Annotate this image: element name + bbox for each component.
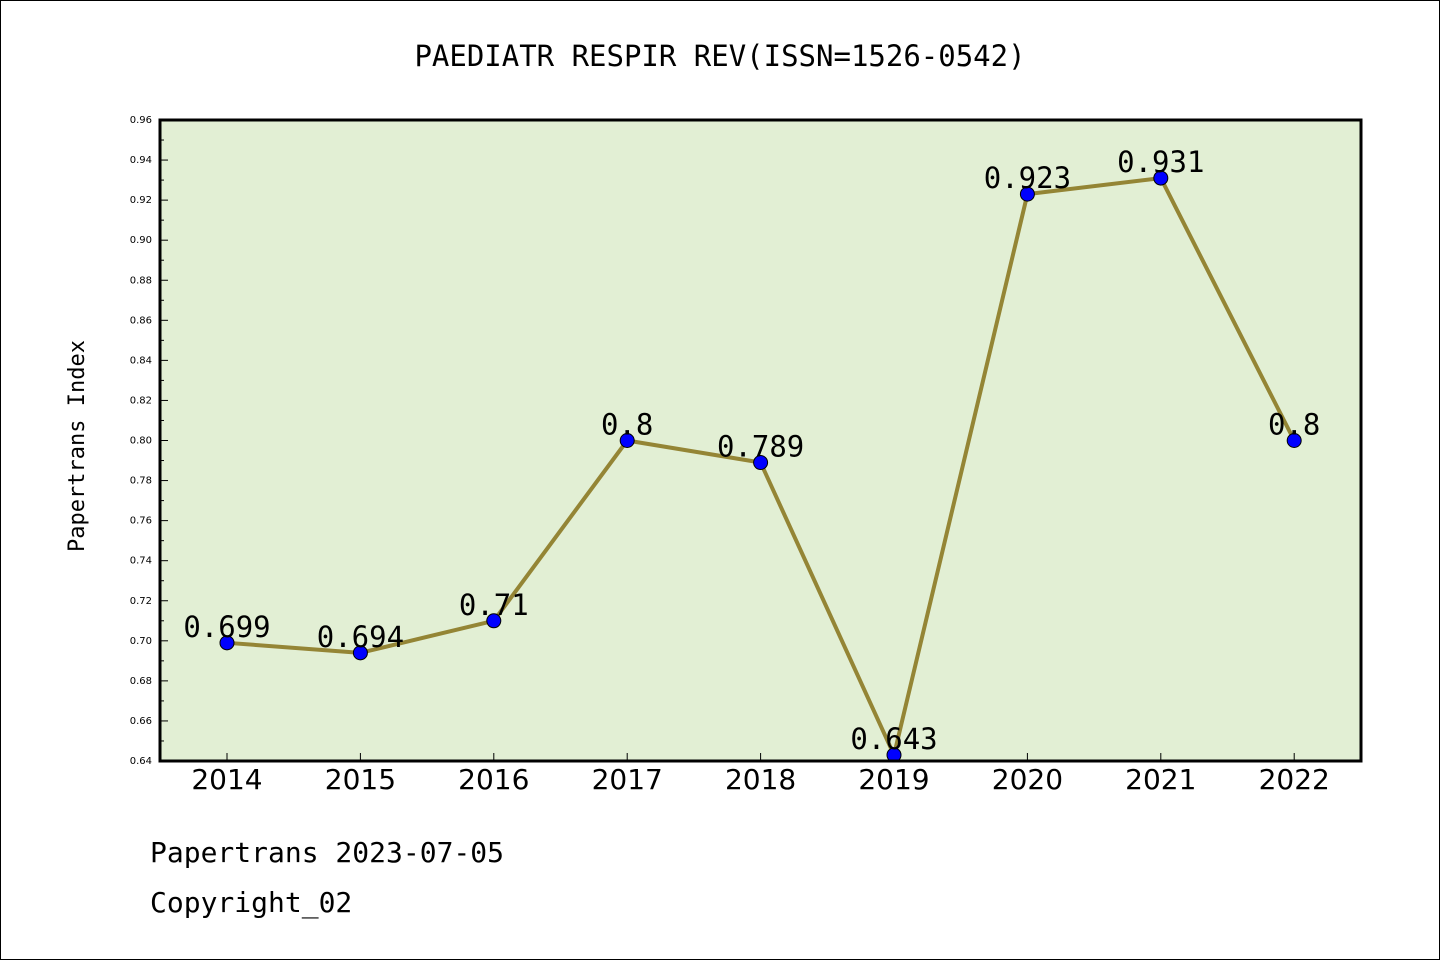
data-label: 0.694 — [317, 620, 404, 654]
data-point — [753, 455, 769, 471]
data-label: 0.643 — [850, 722, 937, 756]
x-tick-label: 2022 — [1259, 763, 1330, 796]
data-point — [1019, 186, 1035, 202]
footer-copyright: Copyright_02 — [150, 886, 353, 919]
y-tick-label: 0.70 — [130, 636, 152, 647]
data-label: 0.923 — [984, 161, 1071, 195]
y-tick-label: 0.96 — [130, 115, 152, 126]
data-label: 0.699 — [183, 610, 270, 644]
y-tick-label: 0.84 — [130, 355, 152, 366]
data-point — [352, 645, 368, 661]
y-tick-label: 0.94 — [130, 155, 152, 166]
y-axis-label: Papertrans Index — [65, 340, 90, 552]
data-points — [219, 170, 1302, 763]
data-label: 0.931 — [1117, 145, 1204, 179]
y-tick-label: 0.92 — [130, 195, 152, 206]
y-tick-label: 0.86 — [130, 315, 152, 326]
y-tick-label: 0.74 — [130, 556, 152, 567]
x-tick-label: 2017 — [592, 763, 663, 796]
plot-border — [158, 118, 1363, 763]
y-tick-label: 0.88 — [130, 275, 152, 286]
x-tick-label: 2014 — [191, 763, 262, 796]
y-tick-label: 0.80 — [130, 436, 152, 447]
data-label: 0.789 — [717, 430, 804, 464]
x-tick-label: 2016 — [458, 763, 529, 796]
chart-title: PAEDIATR RESPIR REV(ISSN=1526-0542) — [414, 39, 1025, 73]
x-tick-label: 2019 — [858, 763, 929, 796]
y-tick-label: 0.78 — [130, 476, 152, 487]
data-point — [219, 635, 235, 651]
x-axis: 2014 2015 2016 2017 2018 2019 2020 2021 2022 — [191, 753, 1330, 796]
y-tick-label: 0.72 — [130, 596, 152, 607]
y-tick-label: 0.90 — [130, 235, 152, 246]
x-tick-label: 2020 — [992, 763, 1063, 796]
x-tick-label: 2021 — [1125, 763, 1196, 796]
data-point — [1286, 433, 1302, 448]
footer-date: Papertrans 2023-07-05 — [150, 836, 505, 869]
y-tick-label: 0.82 — [130, 395, 152, 406]
data-label: 0.71 — [459, 588, 529, 622]
y-tick-label: 0.66 — [130, 716, 152, 727]
x-tick-label: 2018 — [725, 763, 796, 796]
y-tick-label: 0.68 — [130, 676, 152, 687]
x-tick-label: 2015 — [325, 763, 396, 796]
data-point — [486, 613, 502, 629]
data-label: 0.8 — [1268, 408, 1320, 442]
data-labels: 0.699 0.694 0.71 0.8 0.789 0.643 0.923 0.931 0.8 — [183, 145, 1320, 756]
y-axis: 0.64 0.66 0.68 0.70 0.72 0.74 0.76 0.78 0.80 0.82… — [130, 115, 168, 767]
y-tick-label: 0.76 — [130, 516, 152, 527]
y-tick-label: 0.64 — [130, 756, 152, 767]
data-point — [1153, 170, 1169, 186]
data-point — [619, 433, 635, 448]
data-label: 0.8 — [601, 408, 653, 442]
